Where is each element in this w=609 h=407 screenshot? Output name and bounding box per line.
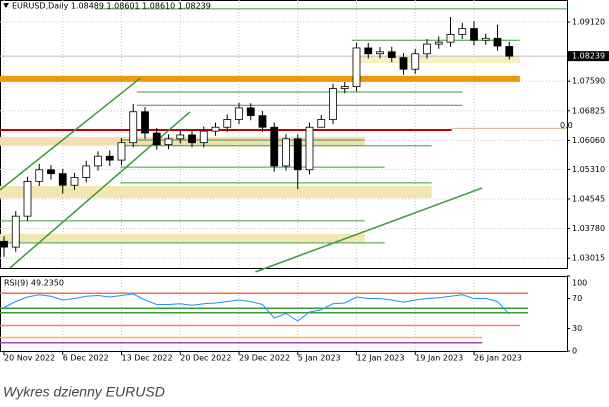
candle-body [411,53,420,70]
candle-body [129,111,138,144]
candle-body [364,47,373,55]
y-tick-label: 1.05310 [572,165,605,174]
y-tick-label: 1.04545 [572,194,605,203]
candle-body [117,142,126,161]
candle-body [305,126,314,171]
candle-body [11,215,20,248]
zone [0,136,365,146]
candle-body [446,34,455,43]
y-tick-label: 1.09120 [572,18,605,27]
candle-body [376,51,384,55]
candle-body [387,51,396,59]
candle-body [352,47,361,88]
drawn-line [0,77,141,191]
candle-body [94,155,102,167]
x-tick-label: 19 Jan 2023 [415,354,463,363]
candle-body [340,86,349,89]
x-tick-label: 13 Dec 2022 [122,354,173,363]
candle-body [317,119,326,128]
candle-body [505,46,514,57]
y-tick-label: 1.03780 [572,224,605,233]
y-tick-label: 100 [572,279,587,288]
candle-body [152,132,161,146]
candle-body [329,88,337,120]
current-price-box [568,51,609,62]
title-triangle [3,3,9,8]
x-tick-label: 12 Jan 2023 [357,354,405,363]
candle-body [470,28,478,41]
chart-title: EURUSD,Daily 1.08489 1.08601 1.08610 1.0… [12,2,211,11]
candle-body [70,177,79,186]
candle-body [199,130,208,144]
x-tick-label: 20 Nov 2022 [4,354,55,363]
candle-body [176,134,185,140]
candle-body [82,165,91,178]
candle-body [423,43,431,55]
candle-body [47,169,55,175]
y-tick-label: 70 [572,294,582,303]
candle-body [58,173,67,186]
candle-body [481,37,490,41]
x-tick-label: 29 Dec 2022 [239,354,290,363]
candle-body [211,126,220,132]
candle-body [164,138,173,146]
drawn-line [255,187,483,273]
candle-body [141,111,149,134]
candle-body [246,107,255,117]
rsi-title: RSI(9) 49.2350 [4,279,64,288]
y-tick-label: 30 [572,324,582,333]
x-tick-label: 6 Dec 2022 [63,354,109,363]
current-price-label: 1.08239 [572,52,605,61]
candle-body [223,119,232,128]
y-tick-label: 1.06825 [572,106,605,115]
candle-body [493,37,502,47]
y-tick-label: 1.06060 [572,136,605,145]
candle-body [0,240,8,248]
y-tick-label: 1.03015 [572,254,605,263]
caption: Wykres dzienny EURUSD [3,384,165,400]
candle-body [235,107,243,120]
annotation: 0.0 [560,121,573,130]
candle-body [399,57,408,70]
y-tick-label: 0 [572,347,577,356]
y-tick-label: 1.07590 [572,77,605,86]
candle-body [282,138,290,167]
candle-body [188,134,196,144]
candle-body [35,169,44,182]
price-panel [0,0,568,269]
zone [351,56,520,64]
candle-body [458,28,467,35]
rsi-line [3,293,510,322]
x-tick-label: 20 Dec 2022 [180,354,231,363]
zone [0,233,365,243]
x-tick-label: 5 Jan 2023 [298,354,341,363]
x-tick-label: 26 Jan 2023 [474,354,522,363]
candle-body [258,115,267,128]
candle-body [23,180,32,217]
candle-body [434,41,443,45]
candle-body [293,138,302,171]
zone [0,186,432,199]
candle-body [105,155,114,161]
candle-body [270,126,279,167]
